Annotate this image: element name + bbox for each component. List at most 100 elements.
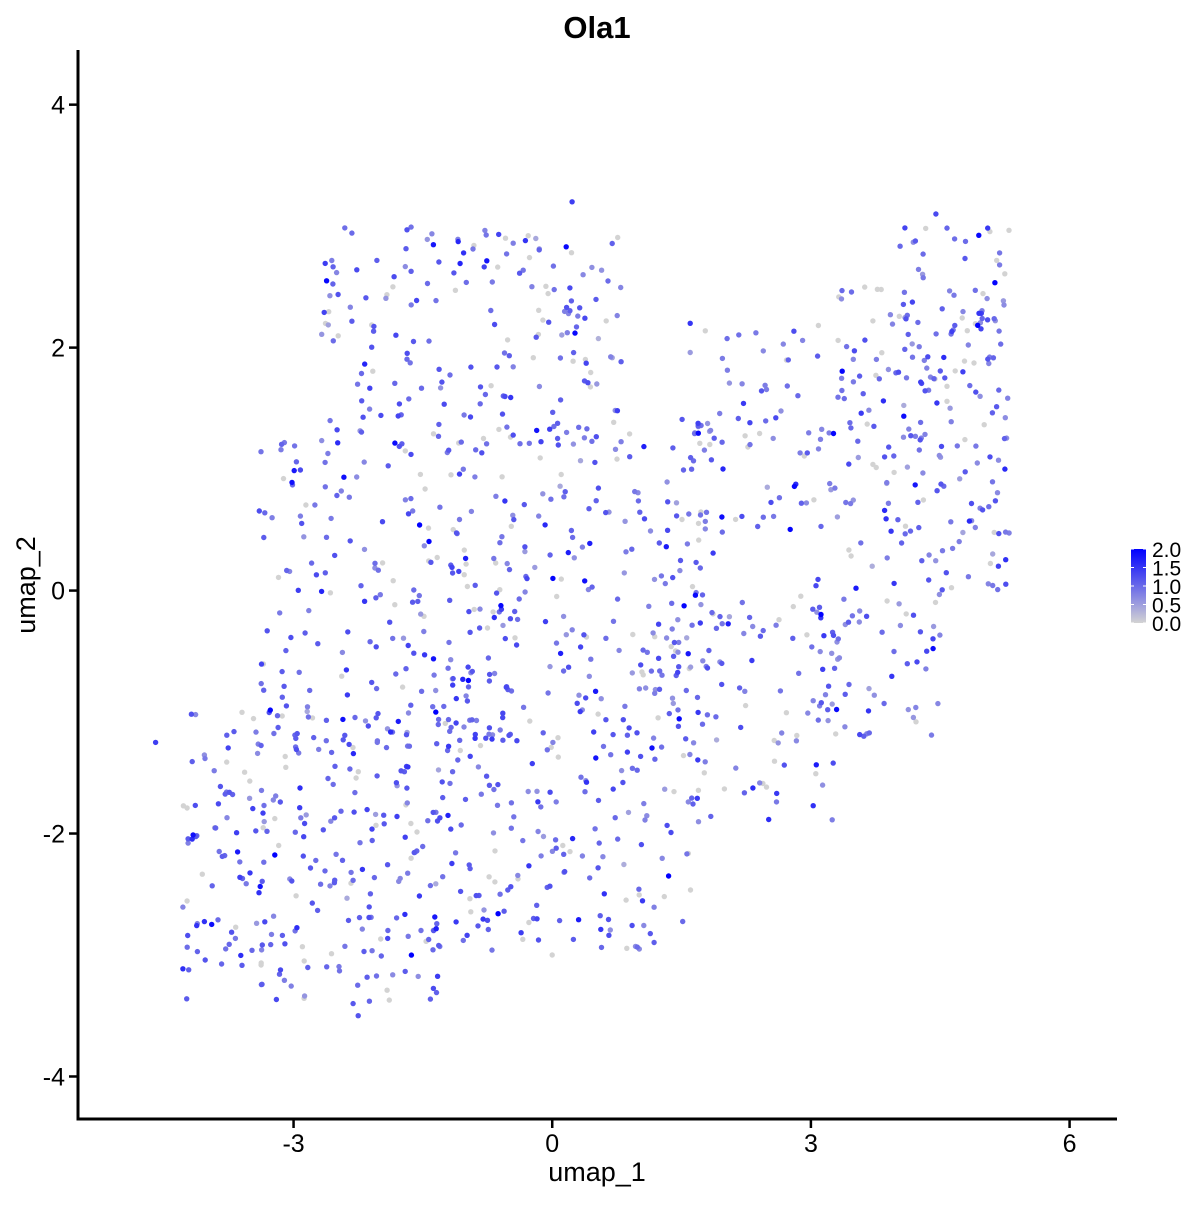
scatter-point [550, 739, 556, 746]
scatter-point [533, 235, 539, 242]
scatter-point [623, 897, 629, 903]
scatter-point [436, 942, 442, 949]
scatter-point [256, 508, 262, 514]
scatter-point [576, 692, 582, 698]
scatter-point [939, 306, 945, 312]
scatter-point [832, 485, 838, 491]
scatter-point [462, 796, 469, 803]
scatter-point [448, 472, 454, 478]
chart-title: Ola1 [563, 10, 630, 45]
scatter-point [455, 238, 461, 245]
scatter-point [758, 388, 765, 394]
scatter-point [593, 434, 599, 440]
scatter-point [760, 348, 766, 354]
scatter-point [513, 642, 520, 648]
scatter-point [549, 848, 556, 854]
scatter-point [494, 802, 501, 808]
scatter-point [330, 781, 336, 788]
scatter-point [637, 753, 644, 760]
scatter-point [638, 662, 644, 668]
scatter-point [370, 368, 376, 374]
scatter-point [829, 817, 835, 823]
scatter-point [833, 731, 839, 737]
scatter-point [605, 278, 611, 284]
scatter-point [763, 418, 769, 424]
scatter-point [258, 449, 264, 455]
scatter-point [757, 780, 763, 786]
scatter-point [830, 430, 837, 437]
scatter-point [301, 993, 308, 999]
scatter-point [636, 686, 643, 692]
scatter-point [555, 754, 561, 760]
scatter-point [873, 372, 879, 378]
scatter-point [381, 812, 387, 818]
scatter-point [624, 749, 631, 755]
scatter-point [194, 948, 201, 955]
scatter-point [301, 958, 307, 964]
scatter-point [932, 599, 939, 606]
scatter-point [463, 279, 469, 286]
scatter-point [964, 328, 970, 334]
scatter-point [839, 387, 845, 394]
scatter-point [364, 974, 370, 980]
scatter-point [333, 851, 339, 857]
scatter-point [708, 813, 714, 820]
scatter-point [411, 650, 417, 656]
scatter-point [554, 435, 561, 442]
scatter-point [876, 376, 882, 382]
scatter-point [781, 762, 787, 768]
scatter-point [556, 917, 563, 924]
scatter-point [920, 275, 926, 281]
scatter-point [725, 621, 731, 627]
scatter-point [683, 687, 689, 694]
scatter-point [314, 907, 321, 914]
scatter-point [948, 519, 954, 525]
scatter-point [493, 560, 499, 566]
scatter-point [327, 590, 334, 596]
scatter-point [612, 446, 619, 452]
scatter-point [749, 657, 755, 664]
scatter-point [436, 259, 442, 265]
scatter-point [818, 611, 824, 618]
scatter-point [511, 814, 517, 820]
scatter-point [915, 266, 922, 273]
scatter-point [639, 669, 645, 675]
scatter-point [293, 893, 299, 899]
scatter-point [638, 841, 645, 848]
scatter-point [484, 625, 491, 631]
scatter-point [180, 904, 186, 910]
scatter-point [965, 342, 971, 348]
scatter-point [444, 747, 451, 754]
scatter-point [614, 596, 621, 602]
scatter-point [384, 987, 390, 993]
scatter-point [490, 609, 496, 615]
scatter-point [239, 709, 245, 715]
scatter-point [650, 630, 656, 636]
scatter-point [557, 483, 563, 489]
scatter-point [546, 319, 552, 325]
scatter-point [928, 732, 935, 738]
scatter-point [359, 926, 365, 932]
scatter-point [253, 729, 259, 735]
scatter-point [916, 447, 922, 453]
scatter-point [656, 686, 663, 692]
scatter-point [673, 500, 680, 506]
scatter-point [334, 427, 340, 433]
scatter-point [775, 740, 781, 746]
scatter-point [417, 471, 424, 478]
scatter-point [684, 635, 690, 641]
scatter-point [629, 546, 635, 552]
scatter-point [891, 469, 897, 476]
scatter-point [347, 766, 353, 772]
scatter-point [384, 862, 391, 868]
scatter-point [799, 337, 806, 344]
scatter-point [483, 773, 490, 779]
scatter-point [336, 963, 342, 970]
scatter-point [600, 743, 607, 750]
scatter-point [217, 783, 224, 790]
scatter-point [499, 534, 505, 540]
scatter-point [846, 547, 852, 553]
scatter-point [538, 439, 544, 445]
scatter-point [535, 828, 541, 835]
scatter-point [323, 738, 329, 744]
